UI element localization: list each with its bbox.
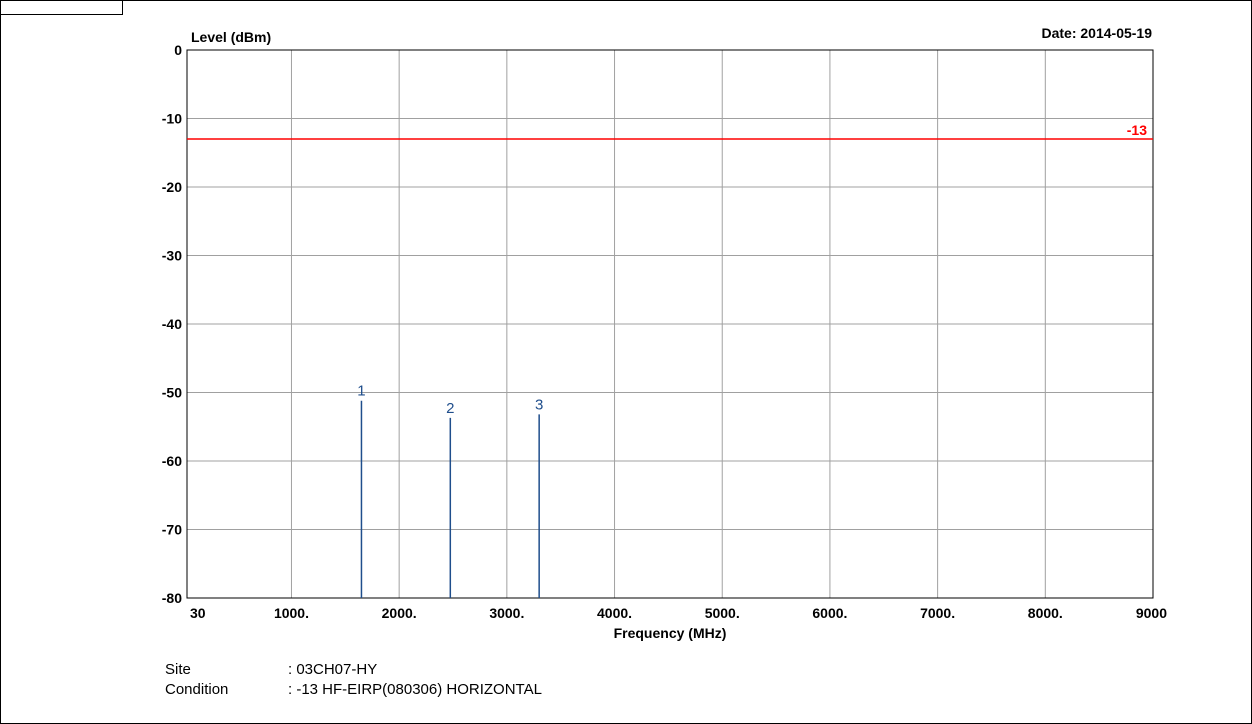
y-tick-label: 0 xyxy=(174,42,182,58)
marker-label: 2 xyxy=(446,400,454,417)
y-tick-label: -50 xyxy=(162,385,182,401)
y-tick-label: -80 xyxy=(162,590,182,606)
grid-lines xyxy=(187,50,1153,598)
plot-area xyxy=(186,49,1154,599)
x-tick-label: 6000. xyxy=(812,605,847,621)
condition-value: : -13 HF-EIRP(080306) HORIZONTAL xyxy=(288,681,542,698)
date-label: Date: 2014-05-19 xyxy=(1041,25,1152,41)
y-tick-label: -20 xyxy=(162,179,182,195)
y-tick-labels: 0 -10 -20 -30 -40 -50 -60 -70 -80 xyxy=(162,42,182,606)
frame-corner-tab xyxy=(0,0,123,15)
site-value: : 03CH07-HY xyxy=(288,661,378,678)
x-tick-label: 8000. xyxy=(1028,605,1063,621)
y-tick-label: -60 xyxy=(162,453,182,469)
y-tick-label: -10 xyxy=(162,111,182,127)
y-tick-label: -30 xyxy=(162,248,182,264)
limit-label: -13 xyxy=(1127,122,1147,138)
x-tick-label: 9000 xyxy=(1136,605,1167,621)
x-tick-label: 5000. xyxy=(705,605,740,621)
x-tick-label: 4000. xyxy=(597,605,632,621)
y-axis-label: Level (dBm) xyxy=(191,29,271,45)
site-label: Site xyxy=(165,661,191,678)
y-tick-label: -70 xyxy=(162,522,182,538)
marker-label: 3 xyxy=(535,396,543,413)
x-tick-label: 30 xyxy=(190,605,206,621)
markers: 1 2 3 xyxy=(357,383,543,598)
x-tick-label: 2000. xyxy=(382,605,417,621)
x-tick-labels: 30 1000. 2000. 3000. 4000. 5000. 6000. 7000. 800… xyxy=(190,605,1167,621)
condition-label: Condition xyxy=(165,681,229,698)
x-axis-label: Frequency (MHz) xyxy=(614,625,727,641)
x-tick-label: 3000. xyxy=(489,605,524,621)
x-tick-label: 7000. xyxy=(920,605,955,621)
x-tick-label: 1000. xyxy=(274,605,309,621)
marker-label: 1 xyxy=(357,383,365,400)
y-tick-label: -40 xyxy=(162,316,182,332)
